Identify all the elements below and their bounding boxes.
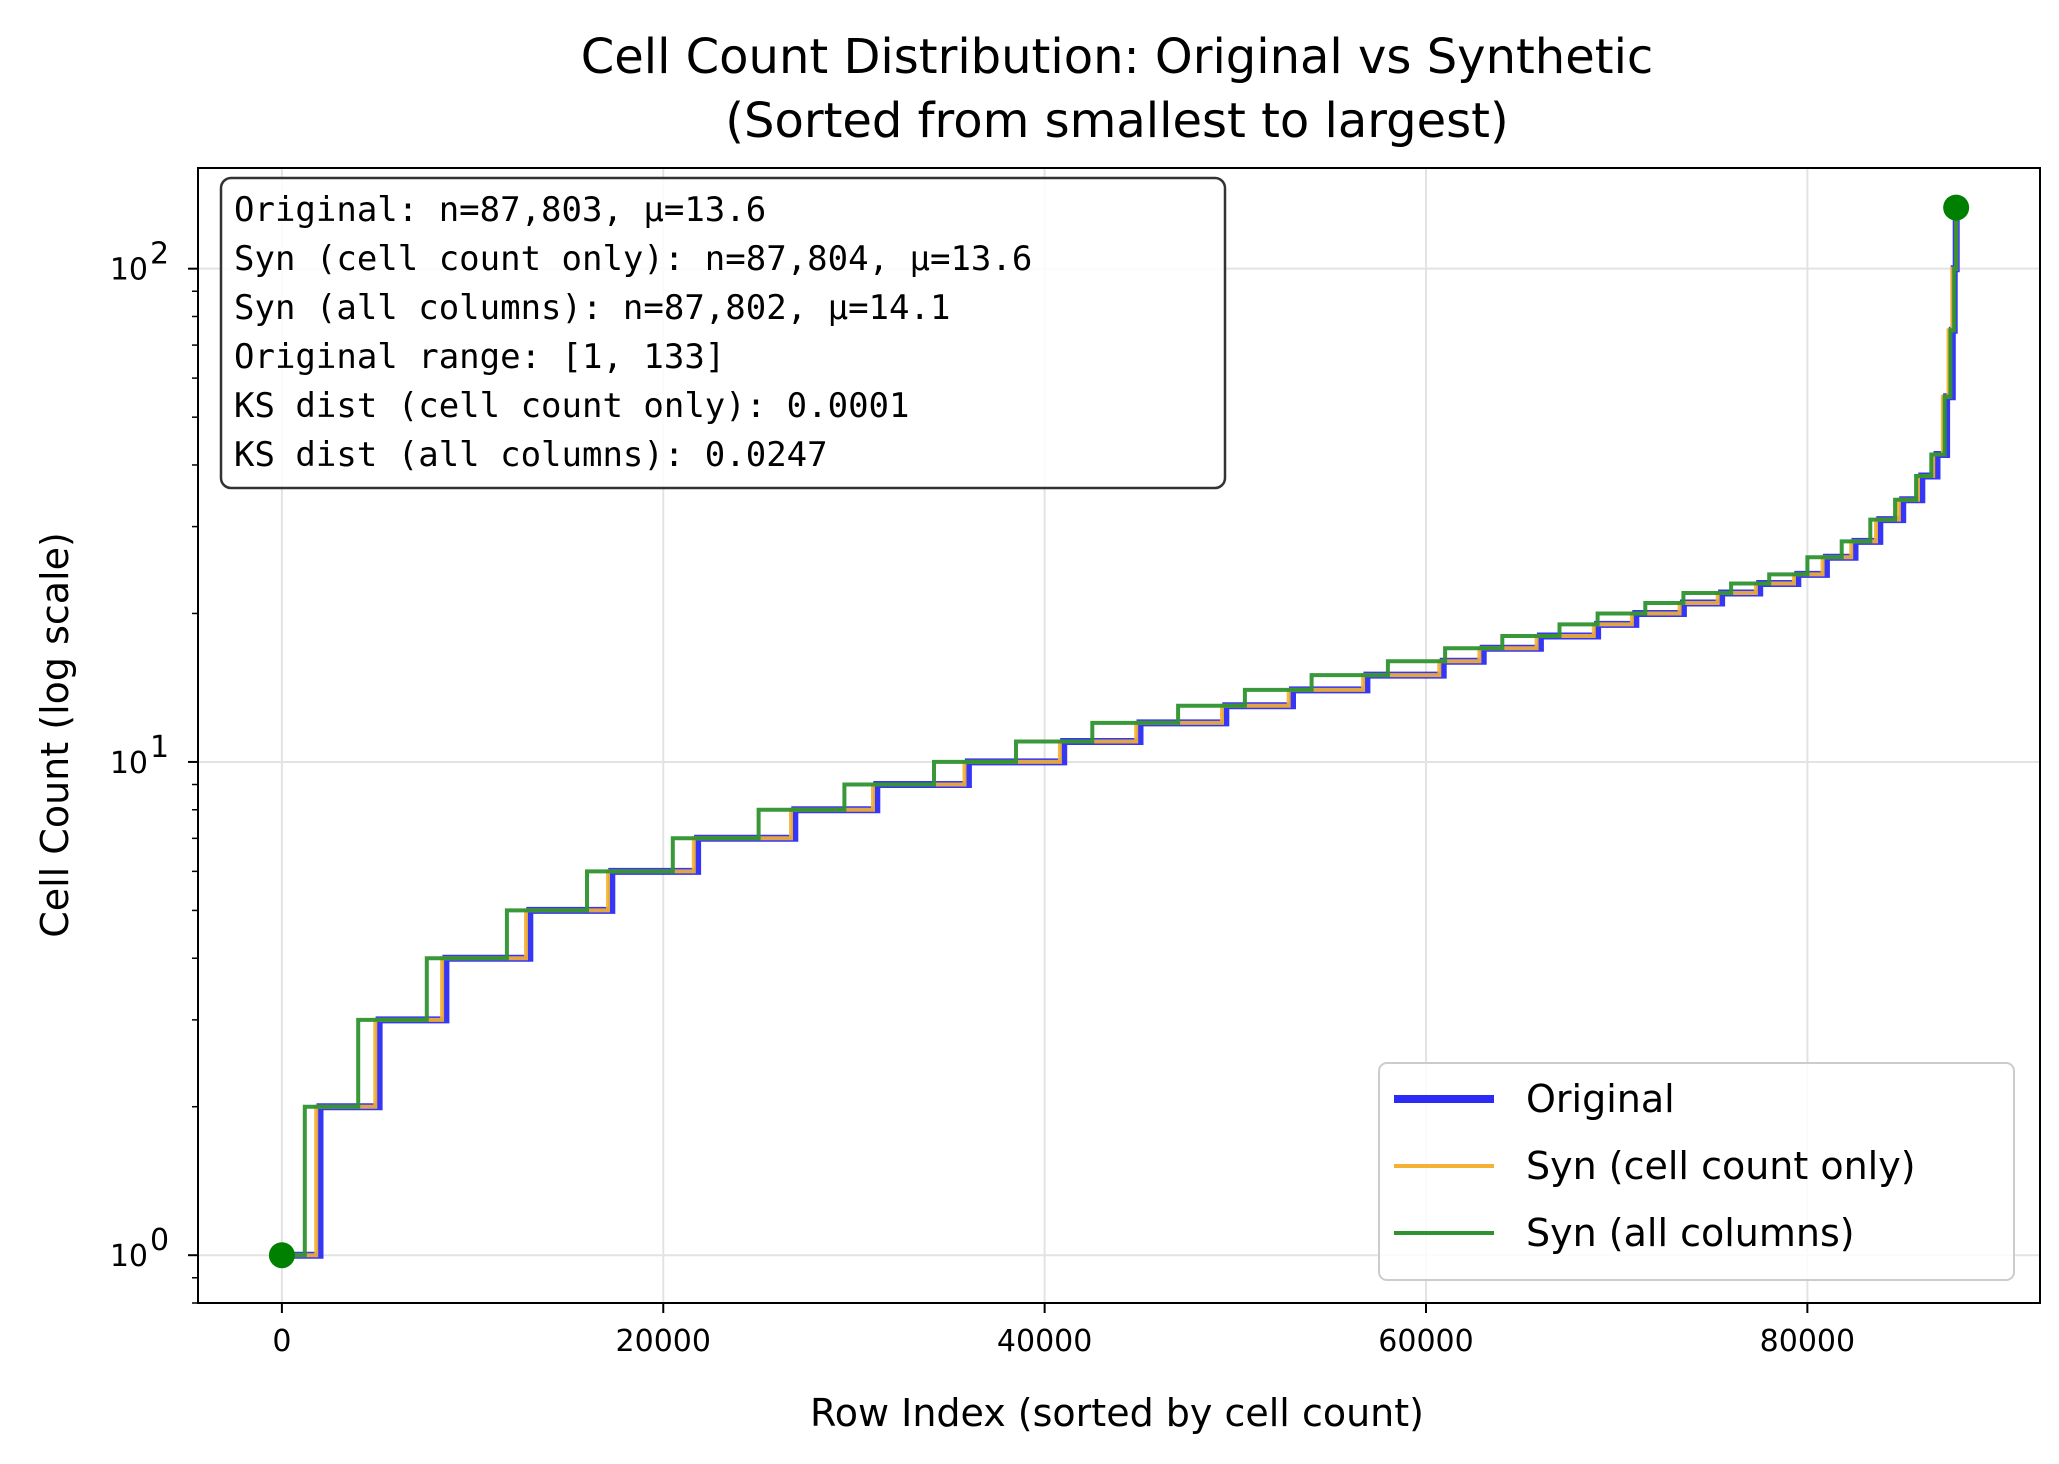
y-tick-base: 10 <box>110 746 148 781</box>
x-tick-label: 40000 <box>997 1324 1092 1359</box>
x-tick-label: 20000 <box>616 1324 711 1359</box>
y-tick-base: 10 <box>110 1239 148 1274</box>
y-tick-exponent: 2 <box>150 237 169 272</box>
y-tick-base: 10 <box>110 253 148 288</box>
x-tick-label: 0 <box>272 1324 291 1359</box>
series-syn-all-columns-line <box>281 207 1959 1258</box>
info-line-ks-all-columns: KS dist (all columns): 0.0247 <box>234 435 828 475</box>
y-axis-label: Cell Count (log scale) <box>33 532 77 938</box>
legend-label-syn-all-columns: Syn (all columns) <box>1526 1211 1855 1255</box>
legend: Original Syn (cell count only) Syn (all … <box>1378 1062 2015 1281</box>
y-tick-label: 10 0 <box>110 1223 169 1274</box>
legend-label-syn-cell-count: Syn (cell count only) <box>1526 1144 1916 1188</box>
x-axis-label: Row Index (sorted by cell count) <box>810 1391 1424 1435</box>
series-original-line <box>281 207 1960 1259</box>
info-line-syn-all-columns: Syn (all columns): n=87,802, μ=14.1 <box>234 288 950 328</box>
marker-layer <box>268 194 1970 1269</box>
info-line-range: Original range: [1, 133] <box>234 337 725 377</box>
chart-title-line-1: Cell Count Distribution: Original vs Syn… <box>581 29 1654 85</box>
chart-title-line-2: (Sorted from smallest to largest) <box>725 93 1508 149</box>
y-tick-label: 10 1 <box>110 730 169 781</box>
y-tick-label: 10 2 <box>110 237 169 288</box>
info-line-original: Original: n=87,803, μ=13.6 <box>234 190 766 230</box>
min-point-marker <box>268 1242 295 1269</box>
info-box-frame <box>219 176 1227 490</box>
x-tick-label: 60000 <box>1378 1324 1473 1359</box>
max-point-marker <box>1943 194 1970 221</box>
plot-frame <box>197 167 2041 1304</box>
info-line-syn-cell-count: Syn (cell count only): n=87,804, μ=13.6 <box>234 239 1032 279</box>
x-tick-label: 80000 <box>1760 1324 1855 1359</box>
legend-frame <box>1378 1062 2015 1281</box>
series-layer <box>281 207 1960 1259</box>
legend-label-original: Original <box>1526 1077 1675 1121</box>
info-box: Original: n=87,803, μ=13.6 Syn (cell cou… <box>219 176 1227 490</box>
y-tick-exponent: 1 <box>150 730 169 765</box>
info-line-ks-cell-count: KS dist (cell count only): 0.0001 <box>234 386 910 426</box>
y-tick-exponent: 0 <box>150 1223 169 1258</box>
x-axis-ticks: 0 20000 40000 60000 80000 <box>272 1303 1855 1359</box>
